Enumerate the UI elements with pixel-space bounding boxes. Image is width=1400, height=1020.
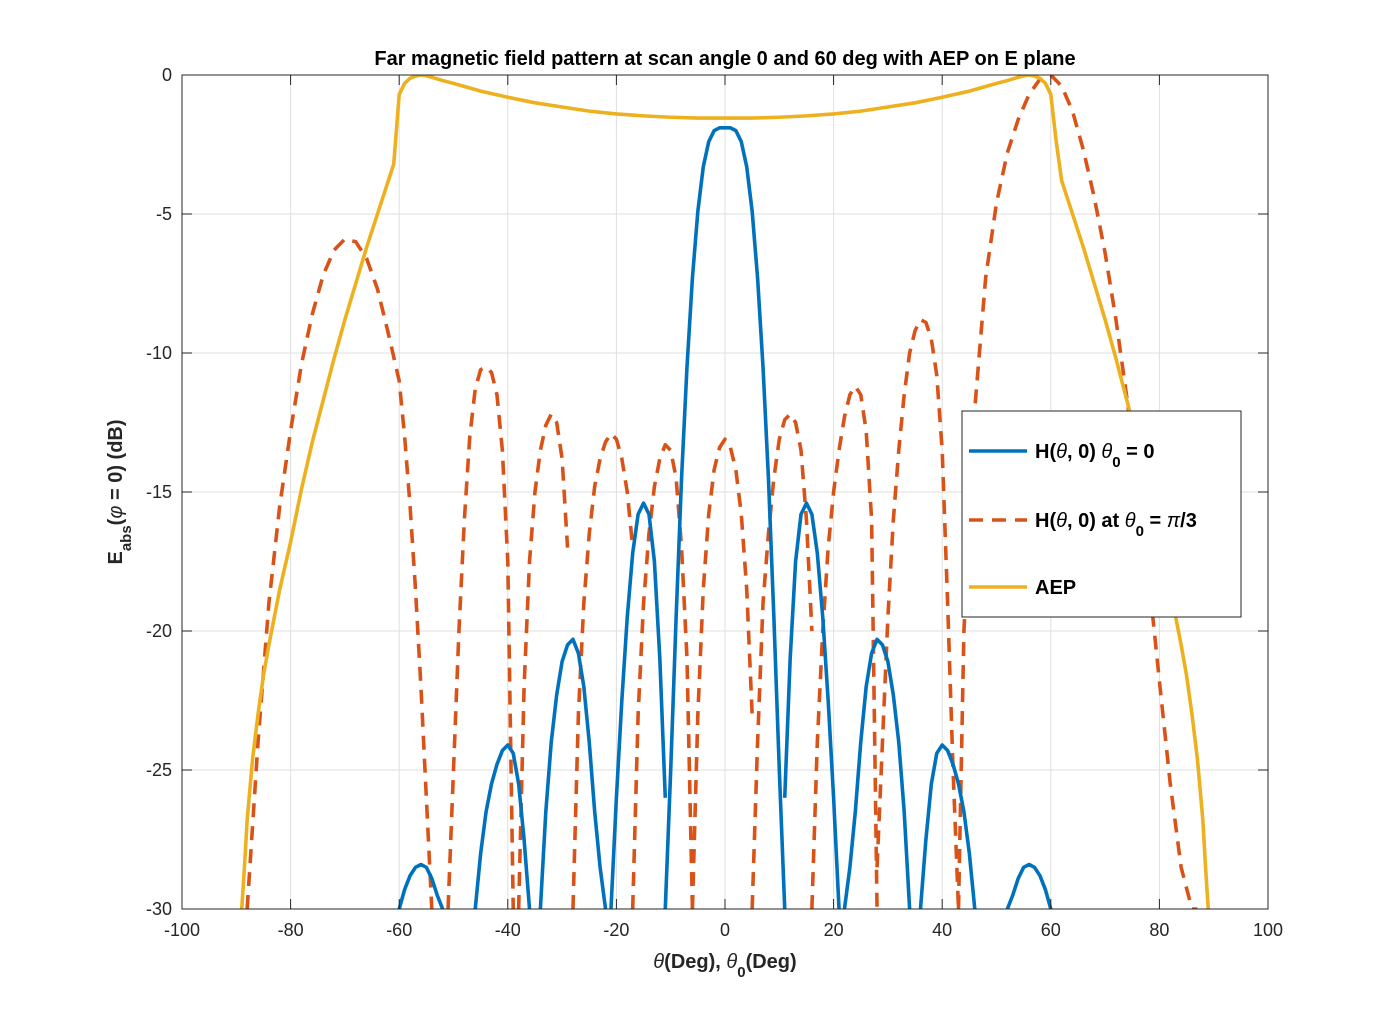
label-part: = 0) (dB) xyxy=(105,419,127,505)
label-part: (Deg) xyxy=(746,951,797,973)
legend-label: H(θ, 0) at θ0 = π/3 xyxy=(1035,510,1197,540)
x-tick-label: -100 xyxy=(164,920,200,940)
label-part: H( xyxy=(1035,510,1056,532)
label-part: , 0) at xyxy=(1067,510,1125,532)
label-part: , 0) xyxy=(1067,441,1101,463)
label-part: = 0 xyxy=(1121,441,1155,463)
y-tick-label: -20 xyxy=(146,621,172,641)
x-tick-label: 20 xyxy=(824,920,844,940)
series-line-3 xyxy=(239,75,1211,909)
label-part: θ xyxy=(1101,441,1112,463)
label-part: H( xyxy=(1035,441,1056,463)
x-tick-label: 60 xyxy=(1041,920,1061,940)
y-tick-label: 0 xyxy=(162,65,172,85)
label-part: θ xyxy=(726,951,737,973)
y-tick-label: -10 xyxy=(146,343,172,363)
label-part: AEP xyxy=(1035,577,1076,599)
y-tick-label: -25 xyxy=(146,760,172,780)
x-axis-label: θ(Deg), θ0(Deg) xyxy=(653,951,796,981)
label-part: 0 xyxy=(1112,454,1120,471)
x-tick-label: 100 xyxy=(1253,920,1283,940)
x-tick-label: -60 xyxy=(386,920,412,940)
label-part: θ xyxy=(1056,441,1067,463)
label-part: (Deg), xyxy=(664,951,726,973)
chart-title: Far magnetic field pattern at scan angle… xyxy=(374,48,1075,70)
label-part: ( xyxy=(105,518,127,525)
label-part: 0 xyxy=(737,964,745,981)
axis-ticks: -100 -80 -60 -40 -20 0 20 40 60 80 100 0 -5 -10 -15 -20… xyxy=(146,65,1283,940)
x-tick-label: 40 xyxy=(932,920,952,940)
y-tick-label: -15 xyxy=(146,482,172,502)
label-part: = xyxy=(1144,510,1167,532)
series-line-2 xyxy=(245,75,1198,909)
series-line-1 xyxy=(397,126,1053,909)
legend-box xyxy=(961,410,1242,618)
x-tick-label: -80 xyxy=(278,920,304,940)
legend-label: AEP xyxy=(1035,577,1076,599)
x-tick-label: -20 xyxy=(603,920,629,940)
label-part: θ xyxy=(1056,510,1067,532)
legend-label: H(θ, 0) θ0 = 0 xyxy=(1035,441,1155,471)
x-tick-label: -40 xyxy=(495,920,521,940)
series-layer xyxy=(239,75,1211,909)
label-part: θ xyxy=(653,951,664,973)
label-part: φ xyxy=(105,506,127,519)
y-tick-label: -5 xyxy=(156,204,172,224)
x-tick-label: 80 xyxy=(1149,920,1169,940)
x-tick-label: 0 xyxy=(720,920,730,940)
label-part: E xyxy=(105,551,127,564)
y-axis-label: Eabs(φ = 0) (dB) xyxy=(105,419,135,564)
label-part: /3 xyxy=(1180,510,1197,532)
label-part: 0 xyxy=(1136,523,1144,540)
label-part: θ xyxy=(1125,510,1136,532)
y-tick-label: -30 xyxy=(146,899,172,919)
label-part: π xyxy=(1167,510,1181,532)
label-part: abs xyxy=(118,525,135,551)
